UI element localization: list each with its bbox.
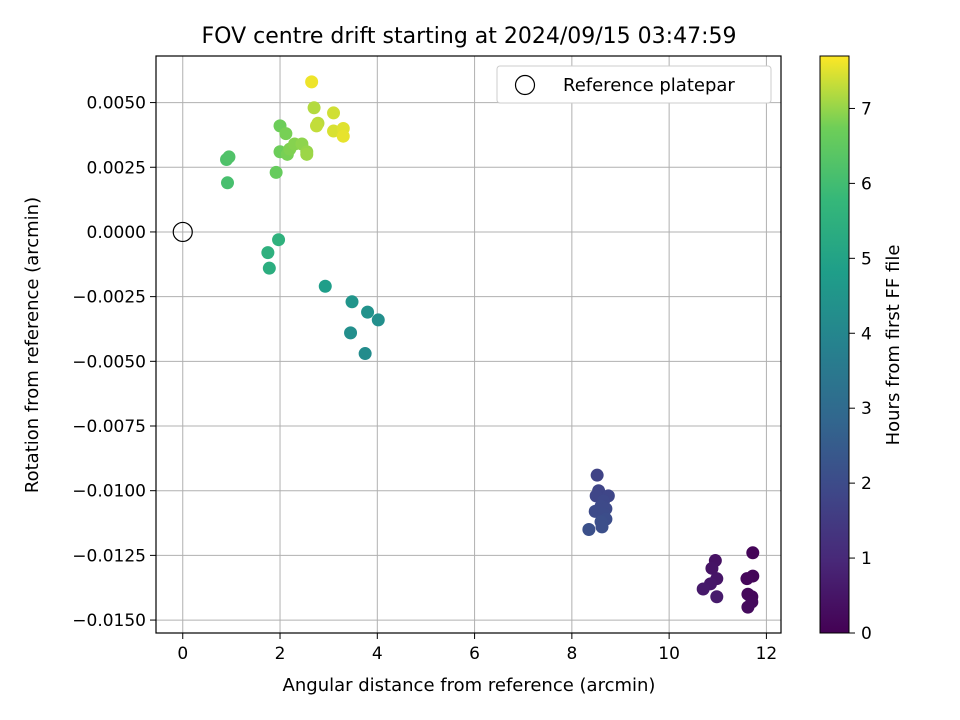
x-tick-label: 2 xyxy=(275,644,286,664)
data-point xyxy=(371,313,385,327)
plot-frame xyxy=(155,55,782,634)
data-point xyxy=(710,590,724,604)
y-tick-label: −0.0050 xyxy=(72,352,146,372)
data-point xyxy=(310,119,324,133)
y-tick-label: −0.0100 xyxy=(72,482,146,502)
y-tick-label: 0.0025 xyxy=(87,158,146,178)
x-tick-label: 4 xyxy=(372,644,383,664)
colorbar-ticks: 0 1 2 3 4 5 6 7 xyxy=(849,99,872,644)
y-tick-label: −0.0075 xyxy=(72,417,146,437)
grid-lines xyxy=(156,56,781,633)
colorbar-tick-label: 6 xyxy=(861,174,872,194)
data-point xyxy=(582,523,596,537)
colorbar-tick-label: 2 xyxy=(861,474,872,494)
colorbar-tick-label: 0 xyxy=(861,624,872,644)
x-tick-label: 8 xyxy=(566,644,577,664)
legend-box xyxy=(496,65,772,104)
data-point xyxy=(595,520,609,534)
colorbar-tick-label: 5 xyxy=(861,249,872,269)
y-tick-label: −0.0025 xyxy=(72,288,146,308)
reference-marker xyxy=(172,221,193,243)
data-point xyxy=(741,600,755,614)
y-tick-label: −0.0125 xyxy=(72,546,146,566)
y-tick-label: −0.0150 xyxy=(72,611,146,631)
data-point xyxy=(300,147,314,161)
data-point xyxy=(327,106,341,120)
colorbar-tick-label: 4 xyxy=(861,324,872,344)
data-point xyxy=(344,326,358,340)
data-point xyxy=(746,546,760,560)
colorbar: 0 1 2 3 4 5 6 7 Hours from first FF file xyxy=(819,55,904,644)
data-point xyxy=(590,468,604,482)
data-point xyxy=(345,295,359,309)
x-tick-label: 0 xyxy=(177,644,188,664)
data-point xyxy=(305,75,319,89)
colorbar-tick-label: 1 xyxy=(861,549,872,569)
colorbar-tick-label: 7 xyxy=(861,99,872,119)
data-point xyxy=(272,233,286,247)
legend: Reference platepar xyxy=(496,65,772,104)
data-points xyxy=(172,75,760,614)
data-point xyxy=(279,127,293,141)
data-point xyxy=(220,176,234,190)
data-point xyxy=(696,582,710,596)
data-point xyxy=(222,150,236,164)
colorbar-label: Hours from first FF file xyxy=(883,245,904,446)
legend-marker-reference xyxy=(514,74,536,96)
x-tick-label: 10 xyxy=(658,644,680,664)
data-point xyxy=(358,347,372,361)
x-tick-label: 12 xyxy=(756,644,778,664)
y-axis-label: Rotation from reference (arcmin) xyxy=(22,197,43,493)
x-axis-label: Angular distance from reference (arcmin) xyxy=(283,675,656,696)
data-point xyxy=(262,261,276,275)
legend-label-reference: Reference platepar xyxy=(563,75,735,96)
data-point xyxy=(318,279,332,293)
y-tick-label: 0.0000 xyxy=(87,223,146,243)
data-point xyxy=(705,561,719,575)
y-tick-label: 0.0050 xyxy=(87,94,146,114)
colorbar-gradient xyxy=(819,55,850,634)
data-point xyxy=(327,124,341,138)
data-point xyxy=(361,305,375,319)
colorbar-tick-label: 3 xyxy=(861,399,872,419)
data-point xyxy=(261,246,275,260)
data-point xyxy=(336,129,350,143)
data-point xyxy=(269,165,283,179)
chart-title: FOV centre drift starting at 2024/09/15 … xyxy=(202,24,737,49)
data-point xyxy=(740,572,754,586)
data-point xyxy=(307,101,321,115)
axis-ticks: 0 2 4 6 8 10 12 0.0050 0.0025 0.0000 −0.0025 −0.005… xyxy=(72,94,777,664)
x-tick-label: 6 xyxy=(469,644,480,664)
